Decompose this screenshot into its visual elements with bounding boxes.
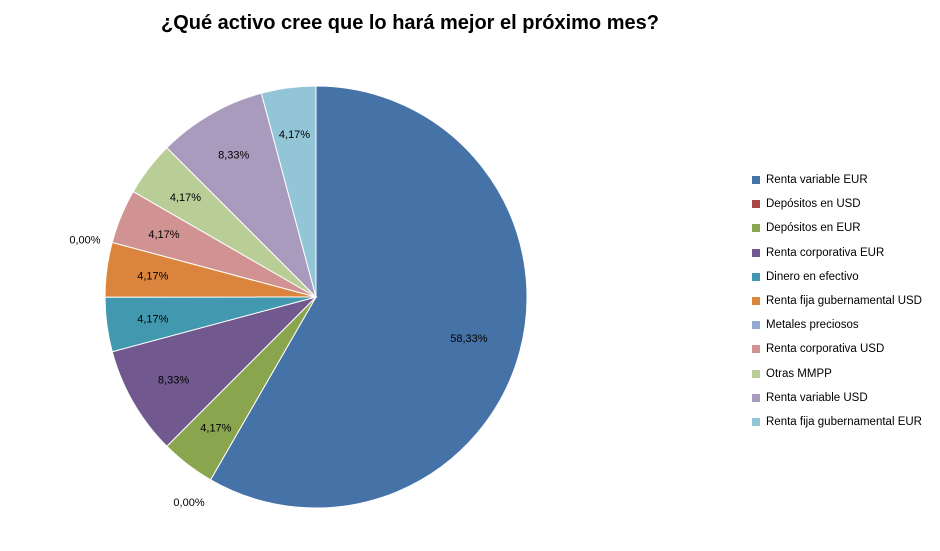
slice-data-label: 4,17% bbox=[170, 192, 201, 204]
slice-data-label: 0,00% bbox=[69, 234, 100, 246]
legend-label: Otras MMPP bbox=[766, 367, 832, 380]
legend-item: Metales preciosos bbox=[752, 313, 922, 337]
slice-data-label: 4,17% bbox=[200, 423, 231, 435]
pie-slice bbox=[111, 296, 318, 447]
legend-swatch bbox=[752, 345, 760, 354]
legend-label: Renta variable EUR bbox=[766, 174, 868, 187]
legend-item: Depósitos en USD bbox=[752, 192, 922, 216]
legend-item: Renta fija gubernamental USD bbox=[752, 289, 922, 313]
legend-swatch bbox=[752, 224, 760, 233]
pie-slice bbox=[260, 85, 317, 298]
legend-label: Depósitos en EUR bbox=[766, 222, 861, 235]
legend-label: Renta fija gubernamental USD bbox=[766, 295, 922, 308]
legend-label: Depósitos en USD bbox=[766, 198, 861, 211]
slice-data-label: 8,33% bbox=[218, 149, 249, 161]
slice-data-label: 4,17% bbox=[137, 314, 168, 326]
legend-item: Renta corporativa USD bbox=[752, 337, 922, 361]
legend-label: Metales preciosos bbox=[766, 319, 859, 332]
slice-data-label: 0,00% bbox=[173, 497, 204, 509]
slice-data-label: 4,17% bbox=[279, 129, 310, 141]
pie-slice bbox=[166, 92, 317, 299]
legend-swatch bbox=[752, 369, 760, 378]
legend-swatch bbox=[752, 248, 760, 257]
legend-label: Dinero en efectivo bbox=[766, 270, 859, 283]
legend: Renta variable EUR Depósitos en USD Depósi… bbox=[752, 168, 922, 434]
legend-item: Dinero en efectivo bbox=[752, 265, 922, 289]
slice-data-label: 4,17% bbox=[137, 271, 168, 283]
legend-item: Renta fija gubernamental EUR bbox=[752, 410, 922, 434]
legend-label: Renta fija gubernamental EUR bbox=[766, 415, 922, 428]
legend-item: Renta corporativa EUR bbox=[752, 241, 922, 265]
legend-swatch bbox=[752, 176, 760, 185]
legend-swatch bbox=[752, 272, 760, 281]
legend-item: Renta variable EUR bbox=[752, 168, 922, 192]
legend-swatch bbox=[752, 200, 760, 209]
legend-item: Renta variable USD bbox=[752, 386, 922, 410]
legend-swatch bbox=[752, 393, 760, 402]
slice-data-label: 58,33% bbox=[450, 333, 488, 345]
legend-swatch bbox=[752, 297, 760, 306]
legend-label: Renta corporativa USD bbox=[766, 343, 885, 356]
chart-title: ¿Qué activo cree que lo hará mejor el pr… bbox=[161, 12, 659, 34]
pie-slice bbox=[209, 85, 528, 509]
slice-data-label: 8,33% bbox=[158, 374, 189, 386]
legend-swatch bbox=[752, 321, 760, 330]
slice-data-label: 4,17% bbox=[148, 229, 179, 241]
legend-label: Renta corporativa EUR bbox=[766, 246, 885, 259]
legend-item: Depósitos en EUR bbox=[752, 216, 922, 240]
legend-item: Otras MMPP bbox=[752, 362, 922, 386]
legend-swatch bbox=[752, 417, 760, 426]
legend-label: Renta variable USD bbox=[766, 391, 868, 404]
